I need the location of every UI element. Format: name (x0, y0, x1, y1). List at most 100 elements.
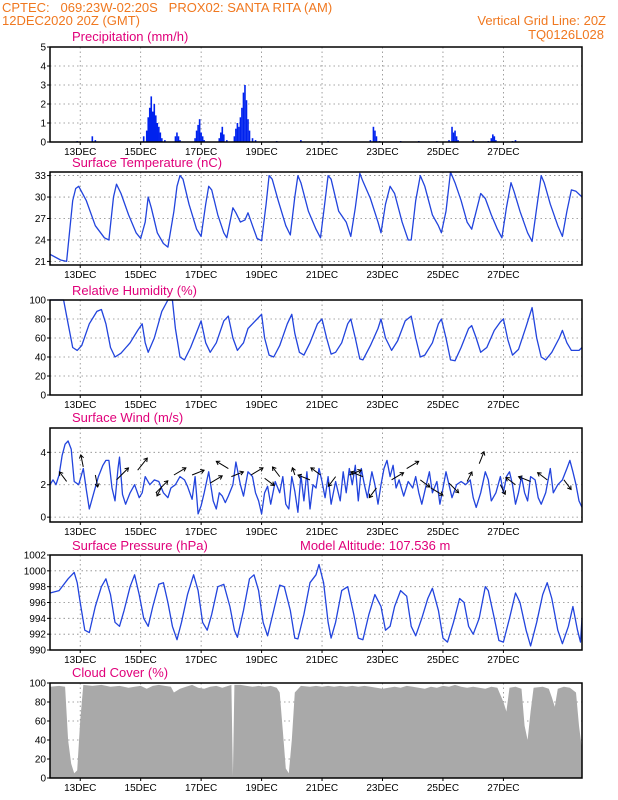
wind-vector-head (517, 475, 523, 481)
wind-vector-head (425, 483, 431, 488)
precip-bar (142, 136, 145, 142)
precip-bar (233, 136, 236, 142)
wind-vector (156, 486, 163, 497)
wind-vector-head (200, 469, 205, 474)
wind-vector-shaft (250, 467, 264, 476)
x-tick-label: 17DEC (185, 147, 217, 158)
wind-vector (499, 484, 507, 496)
y-tick-label: 994 (29, 614, 46, 625)
precip-bar (238, 126, 240, 142)
wind-vector-shaft (94, 474, 99, 488)
precip-bar (159, 132, 162, 142)
wind-vector (563, 479, 572, 491)
x-tick-label: 21DEC (306, 270, 338, 281)
precip-bar (369, 140, 372, 142)
precip-bar (200, 132, 202, 142)
y-tick-label: 80 (35, 698, 47, 709)
wind-vector (327, 476, 337, 487)
x-tick-label: 13DEC (64, 270, 96, 281)
panel-2: Surface Temperature (nC) 21 24 27 30 33 13DEC 1… (35, 155, 583, 281)
x-tick-label: 21DEC (306, 783, 338, 794)
wind-vector (297, 473, 311, 481)
x-tick-label: 15DEC (125, 527, 157, 538)
precip-bar (235, 128, 237, 142)
wind-vector (116, 467, 130, 481)
x-tick-label: 23DEC (366, 527, 398, 538)
precip-bar (244, 85, 246, 142)
wind-vector-head (291, 466, 296, 472)
wind-vector-shaft (272, 466, 281, 477)
wind-vector (448, 482, 460, 494)
panel-title: Surface Wind (m/s) (72, 410, 183, 425)
wind-vector-shaft (116, 467, 129, 481)
wind-vector-shaft (537, 472, 548, 481)
precip-bar (242, 92, 245, 142)
wind-vector (478, 450, 486, 464)
wind-vector-head (78, 453, 84, 459)
precip-bar (154, 115, 157, 142)
precip-bar (203, 140, 205, 142)
wind-vector (419, 479, 431, 488)
wind-vector-shaft (499, 484, 506, 495)
series-line (50, 299, 583, 362)
wind-vector-head (480, 450, 486, 456)
wind-vector-head (156, 491, 161, 497)
wind-vector (250, 467, 264, 476)
y-tick-label: 5 (40, 43, 46, 54)
wind-vector (368, 487, 377, 499)
panel-title: Cloud Cover (%) (72, 665, 168, 680)
x-tick-label: 21DEC (306, 655, 338, 666)
x-tick-label: 13DEC (64, 783, 96, 794)
y-tick-label: 60 (35, 717, 47, 728)
x-tick-label: 17DEC (185, 270, 217, 281)
wind-vector-head (58, 471, 64, 476)
wind-vector-shaft (518, 476, 531, 482)
x-tick-label: 13DEC (64, 400, 96, 411)
y-tick-label: 1 (40, 119, 46, 130)
x-tick-label: 17DEC (185, 527, 217, 538)
x-tick-label: 19DEC (245, 400, 277, 411)
panels: Precipitation (mm/h) 0 1 2 3 4 5 13DEC 15DEC 17DE… (24, 29, 583, 794)
wind-vector-head (310, 467, 315, 472)
wind-vector-head (258, 467, 264, 472)
wind-vector-head (271, 466, 277, 472)
y-tick-label: 27 (35, 214, 47, 225)
wind-vector-shaft (328, 476, 337, 487)
wind-vector-head (468, 471, 473, 476)
wind-vector (137, 457, 148, 471)
precip-bar (194, 138, 196, 142)
wind-vector-shaft (80, 454, 84, 467)
precip-bar (493, 136, 496, 142)
x-tick-label: 25DEC (427, 400, 459, 411)
x-tick-label: 25DEC (427, 147, 459, 158)
x-tick-label: 23DEC (366, 400, 398, 411)
panel-6: Cloud Cover (%) 0 20 40 60 80 100 13DEC 15DEC 17D… (29, 665, 583, 794)
x-tick-label: 19DEC (245, 783, 277, 794)
precip-bar (451, 126, 453, 142)
precip-bar (145, 130, 148, 142)
precip-bar (177, 136, 180, 142)
precip-bar (147, 117, 150, 142)
y-tick-label: 40 (35, 353, 47, 364)
wind-vector-shaft (505, 477, 516, 486)
y-tick-label: 0 (40, 138, 46, 149)
wind-vector-head (350, 470, 355, 476)
y-tick-label: 30 (35, 193, 47, 204)
wind-vector-head (327, 482, 333, 487)
wind-vector (191, 469, 205, 476)
x-tick-label: 17DEC (185, 655, 217, 666)
wind-vector-shaft (137, 457, 148, 471)
wind-vector-head (438, 491, 444, 496)
x-tick-label: 19DEC (245, 655, 277, 666)
precip-bar (158, 126, 160, 142)
wind-vector-shaft (59, 471, 68, 482)
wind-vector-shaft (391, 472, 404, 481)
panel-frame (49, 682, 583, 779)
precip-bar (223, 134, 225, 142)
precip-bar (514, 140, 517, 142)
wind-vector-shaft (478, 451, 485, 464)
panel-frame (49, 299, 583, 396)
x-tick-label: 25DEC (427, 270, 459, 281)
precip-bar (454, 130, 456, 142)
